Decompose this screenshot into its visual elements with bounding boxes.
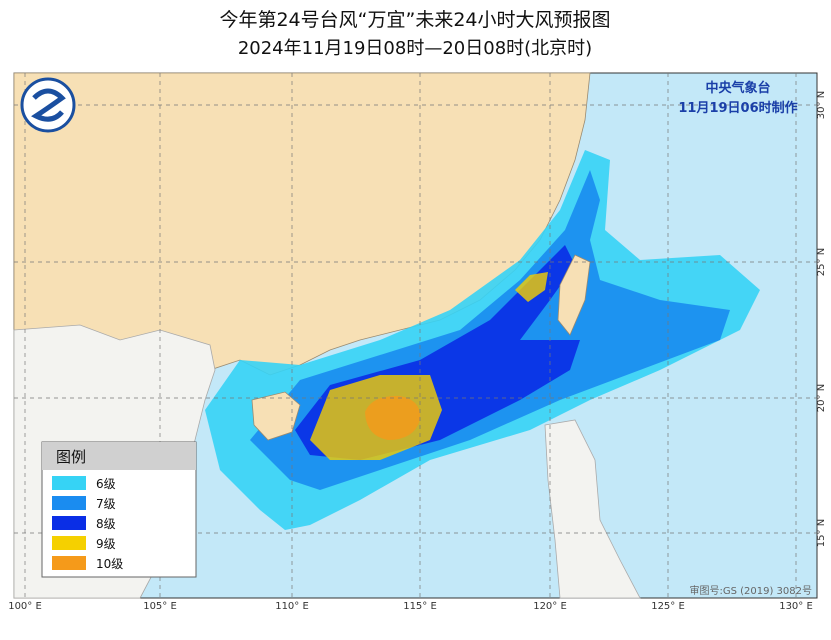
legend-label: 10级: [96, 557, 123, 571]
logo-mark: [31, 88, 66, 122]
longitude-label: 100° E: [8, 601, 42, 612]
longitude-label: 130° E: [779, 601, 813, 612]
legend-label: 6级: [96, 477, 116, 491]
latitude-label: 15° N: [816, 519, 827, 547]
longitude-label: 110° E: [275, 601, 309, 612]
legend: 图例 6级 7级 8级 9级 10级: [41, 441, 197, 578]
latitude-label: 20° N: [816, 384, 827, 412]
luzon: [544, 419, 641, 599]
longitude-label: 125° E: [651, 601, 685, 612]
legend-label: 9级: [96, 537, 116, 551]
longitude-label: 115° E: [403, 601, 437, 612]
longitude-label: 120° E: [533, 601, 567, 612]
legend-swatch: [52, 556, 86, 570]
latitude-label: 30° N: [816, 91, 827, 119]
latitude-label: 25° N: [816, 248, 827, 276]
wind-zone: [515, 272, 548, 302]
islands: [251, 254, 591, 441]
graticule: 100° E 105° E 110° E 115° E 120° E 125° E 130°…: [8, 73, 827, 612]
legend-swatch: [52, 496, 86, 510]
subtitle: 2024年11月19日08时—20日08时(北京时): [238, 38, 592, 59]
legend-header: [42, 442, 196, 470]
legend-label: 8级: [96, 517, 116, 531]
agency: 中央气象台: [705, 80, 770, 96]
issue-time: 11月19日06时制作: [678, 100, 797, 116]
title: 今年第24号台风“万宜”未来24小时大风预报图: [219, 9, 610, 31]
legend-swatch: [52, 536, 86, 550]
legend-title: 图例: [56, 448, 86, 466]
legend-swatch: [52, 516, 86, 530]
legend-swatch: [52, 476, 86, 490]
hainan: [251, 391, 301, 441]
legend-label: 7级: [96, 497, 116, 511]
wind-zones: [205, 150, 760, 530]
longitude-label: 105° E: [143, 601, 177, 612]
credit: 审图号:GS (2019) 3082号: [689, 584, 812, 597]
wind-zone: [365, 395, 421, 440]
